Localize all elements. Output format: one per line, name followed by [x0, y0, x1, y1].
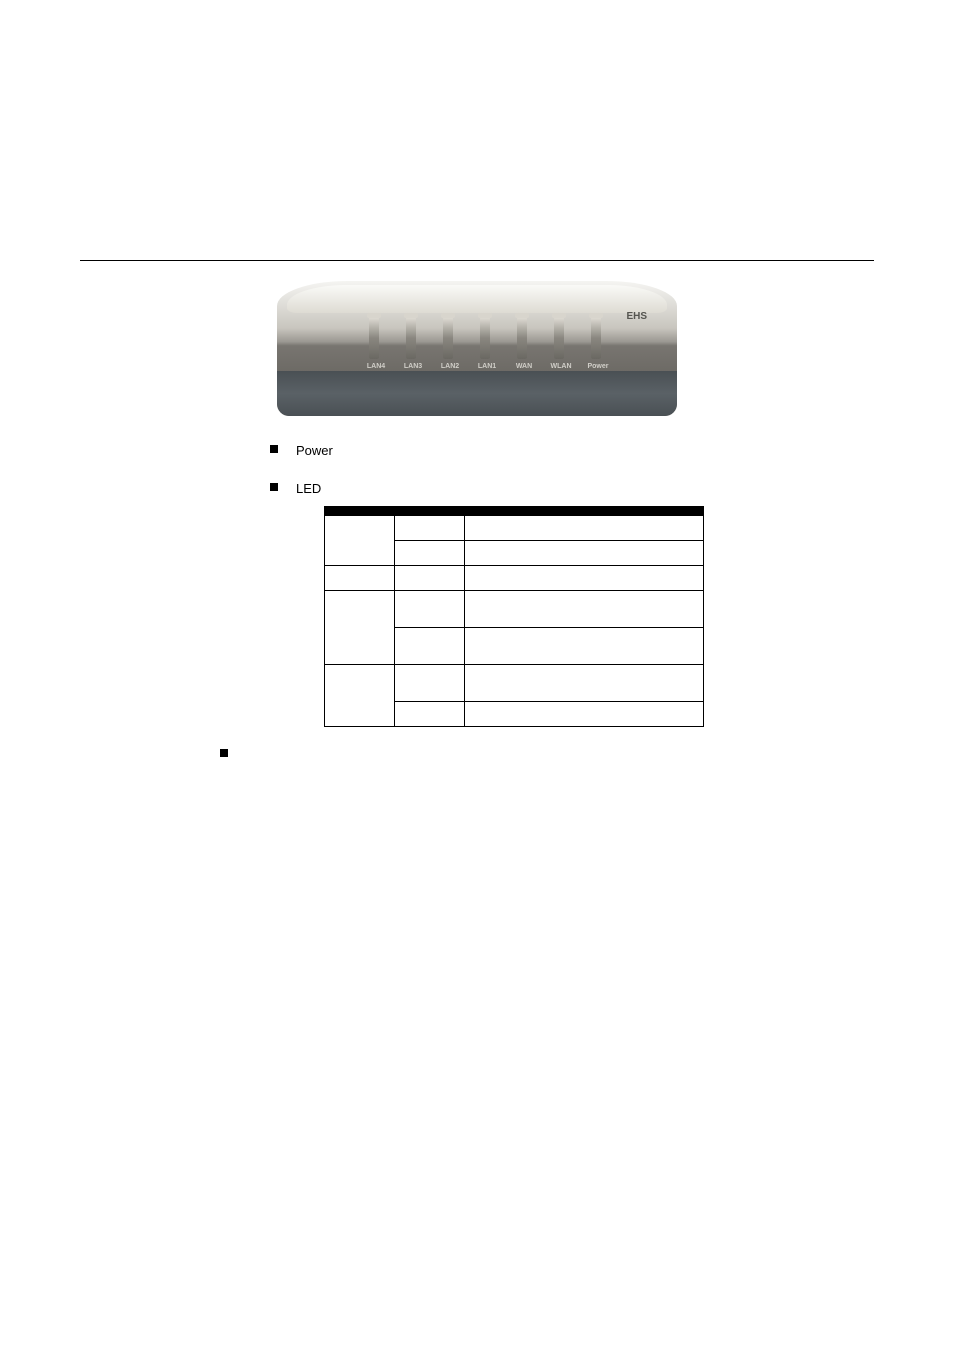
table-row: [325, 665, 704, 702]
led-indicator: [480, 317, 490, 359]
bullet-text: Power: [296, 441, 333, 461]
table-cell: [465, 628, 704, 665]
table-row: [325, 591, 704, 628]
led-indicator: [591, 317, 601, 359]
table-cell: [325, 566, 395, 591]
led-status-table: [324, 506, 704, 727]
led-table-section: LED: [270, 479, 874, 728]
device-top-surface: [287, 285, 667, 313]
led-indicator: [443, 317, 453, 359]
table-header: [395, 507, 465, 516]
table-header: [325, 507, 395, 516]
device-label: LAN2: [434, 363, 466, 370]
table-cell: [395, 541, 465, 566]
device-photo: EHS LAN4 LAN3 LAN2 LAN1 WAN WLAN Power: [277, 281, 677, 416]
table-cell: [465, 516, 704, 541]
bullet-row: [220, 745, 874, 757]
table-header-row: [325, 507, 704, 516]
table-cell: [325, 516, 395, 566]
separator-line: [80, 260, 874, 261]
bullet-icon: [220, 749, 228, 757]
table-cell: [395, 665, 465, 702]
table-header: [465, 507, 704, 516]
device-label: WAN: [508, 363, 540, 370]
table-cell: [395, 516, 465, 541]
bullet-icon: [270, 445, 278, 453]
table-row: [325, 516, 704, 541]
device-label: LAN3: [397, 363, 429, 370]
table-cell: [395, 702, 465, 727]
device-label: LAN1: [471, 363, 503, 370]
table-cell: [395, 566, 465, 591]
table-cell: [465, 702, 704, 727]
table-cell: [395, 591, 465, 628]
bullet-icon: [270, 483, 278, 491]
bullet-text: LED: [296, 479, 321, 499]
table-cell: [465, 566, 704, 591]
led-indicator: [554, 317, 564, 359]
table-cell: [325, 591, 395, 665]
device-label: WLAN: [545, 363, 577, 370]
bullet-row: Power: [270, 441, 874, 461]
device-corner-label: EHS: [626, 311, 647, 322]
bullet-interface-section: [220, 745, 874, 757]
led-indicator: [369, 317, 379, 359]
table-cell: [465, 591, 704, 628]
table-cell: [465, 665, 704, 702]
bullet-row: LED: [270, 479, 874, 499]
device-label: LAN4: [360, 363, 392, 370]
bullet-power-section: Power: [270, 441, 874, 461]
led-row: [369, 317, 601, 359]
led-indicator: [517, 317, 527, 359]
content-wrapper: EHS LAN4 LAN3 LAN2 LAN1 WAN WLAN Power P…: [80, 260, 874, 757]
table-row: [325, 566, 704, 591]
table-cell: [395, 628, 465, 665]
led-indicator: [406, 317, 416, 359]
table-cell: [465, 541, 704, 566]
device-base: [277, 371, 677, 416]
table-cell: [325, 665, 395, 727]
device-label: Power: [582, 363, 614, 370]
device-label-row: LAN4 LAN3 LAN2 LAN1 WAN WLAN Power: [360, 363, 614, 370]
